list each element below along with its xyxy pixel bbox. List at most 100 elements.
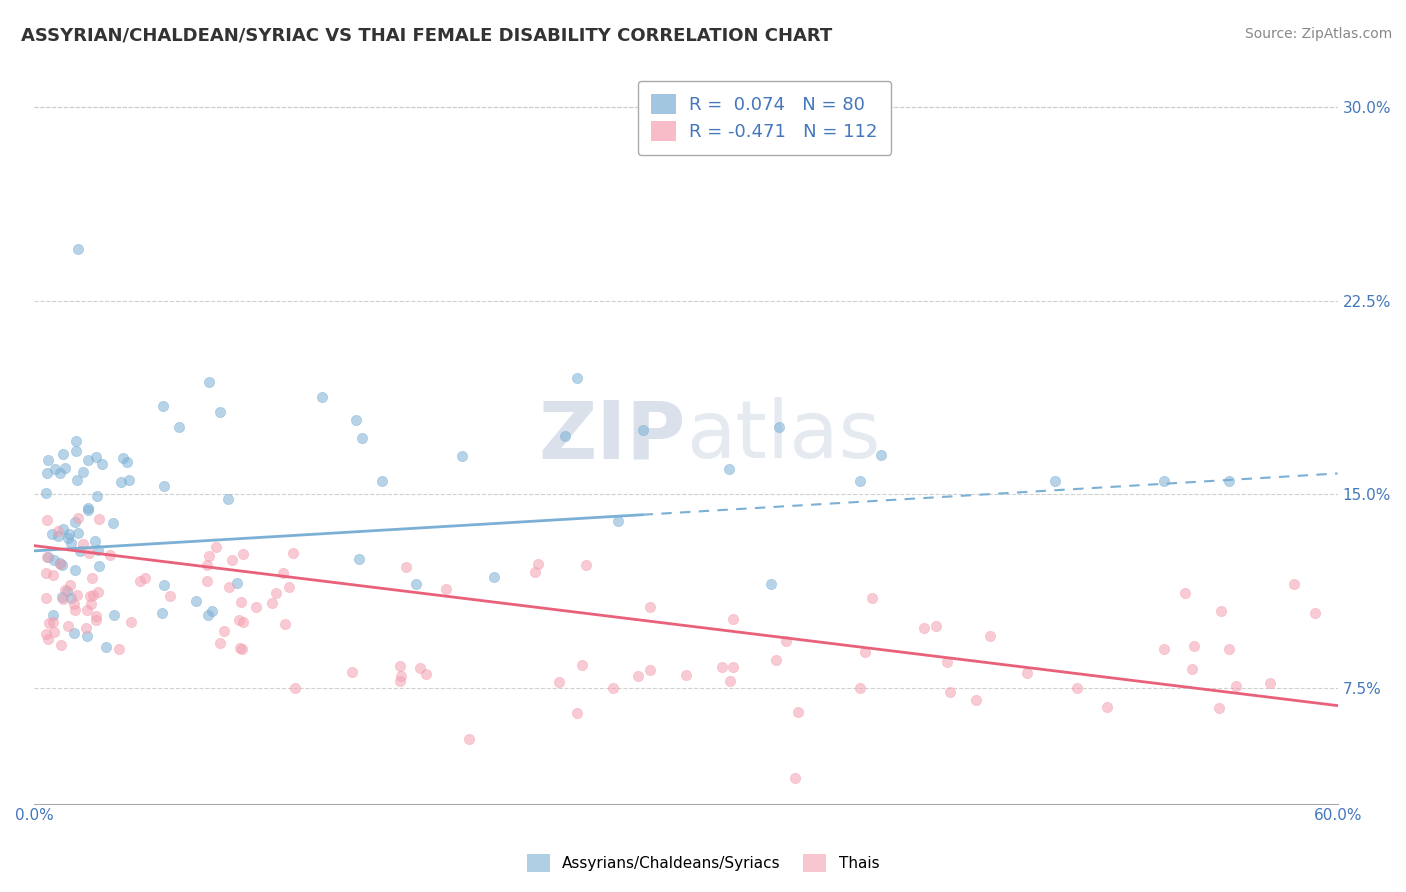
Point [1181, 662, 1204, 676]
Point [718, 674, 741, 689]
Point [134, 571, 156, 585]
Point [717, 461, 740, 475]
Text: ASSYRIAN/CHALDEAN/SYRIAC VS THAI FEMALE DISABILITY CORRELATION CHART: ASSYRIAN/CHALDEAN/SYRIAC VS THAI FEMALE … [21, 27, 832, 45]
Point [52, 591, 75, 606]
Point [311, 390, 333, 404]
Point [965, 693, 987, 707]
Point [49, 638, 72, 652]
Point [870, 449, 893, 463]
Point [935, 655, 957, 669]
Point [405, 576, 427, 591]
Point [120, 615, 142, 629]
Point [48, 557, 70, 571]
Point [63, 625, 86, 640]
Point [1045, 474, 1067, 488]
Point [208, 405, 231, 419]
Point [42, 568, 65, 582]
Point [77, 502, 100, 516]
Point [484, 570, 506, 584]
Point [228, 613, 250, 627]
Point [526, 557, 548, 571]
Point [184, 594, 207, 608]
Point [231, 595, 253, 609]
Point [35, 485, 58, 500]
Point [245, 600, 267, 615]
Point [87, 584, 110, 599]
Point [627, 668, 650, 682]
Point [152, 578, 174, 592]
Point [925, 619, 948, 633]
Point [52, 522, 75, 536]
Point [98, 548, 121, 562]
Point [46, 529, 69, 543]
Point [77, 500, 100, 515]
Point [89, 511, 111, 525]
Point [1282, 577, 1305, 591]
Point [48, 524, 70, 539]
Point [1258, 675, 1281, 690]
Point [415, 666, 437, 681]
Point [264, 586, 287, 600]
Point [218, 580, 240, 594]
Point [352, 431, 374, 445]
Text: ZIP: ZIP [538, 397, 686, 475]
Point [571, 658, 593, 673]
Point [82, 571, 104, 585]
Point [638, 663, 661, 677]
Point [86, 542, 108, 557]
Point [228, 641, 250, 656]
Point [72, 537, 94, 551]
Point [389, 669, 412, 683]
Legend: Assyrians/Chaldeans/Syriacs, Thais: Assyrians/Chaldeans/Syriacs, Thais [519, 846, 887, 880]
Point [59, 591, 82, 605]
Point [979, 629, 1001, 643]
Point [554, 428, 576, 442]
Point [232, 615, 254, 629]
Point [72, 466, 94, 480]
Point [1218, 641, 1240, 656]
Point [389, 659, 412, 673]
Point [395, 560, 418, 574]
Point [76, 629, 98, 643]
Point [434, 582, 457, 596]
Point [197, 608, 219, 623]
Point [66, 525, 89, 540]
Point [849, 681, 872, 695]
Point [221, 553, 243, 567]
Point [232, 547, 254, 561]
Point [567, 706, 589, 721]
Point [1097, 699, 1119, 714]
Point [49, 466, 72, 480]
Point [37, 549, 59, 564]
Point [62, 597, 84, 611]
Point [42, 553, 65, 567]
Point [205, 540, 228, 554]
Point [59, 578, 82, 592]
Point [409, 661, 432, 675]
Point [457, 732, 479, 747]
Point [675, 667, 697, 681]
Point [1225, 679, 1247, 693]
Point [768, 420, 790, 434]
Point [65, 434, 87, 449]
Point [103, 607, 125, 622]
Point [150, 606, 173, 620]
Point [939, 685, 962, 699]
Point [759, 577, 782, 591]
Point [76, 602, 98, 616]
Point [37, 453, 59, 467]
Point [167, 420, 190, 434]
Point [1017, 665, 1039, 680]
Point [44, 624, 66, 639]
Text: Source: ZipAtlas.com: Source: ZipAtlas.com [1244, 27, 1392, 41]
Point [1218, 474, 1240, 488]
Point [152, 399, 174, 413]
Point [77, 453, 100, 467]
Point [575, 558, 598, 573]
Point [35, 549, 58, 564]
Point [103, 516, 125, 531]
Point [278, 580, 301, 594]
Point [110, 475, 132, 490]
Point [37, 513, 59, 527]
Point [281, 545, 304, 559]
